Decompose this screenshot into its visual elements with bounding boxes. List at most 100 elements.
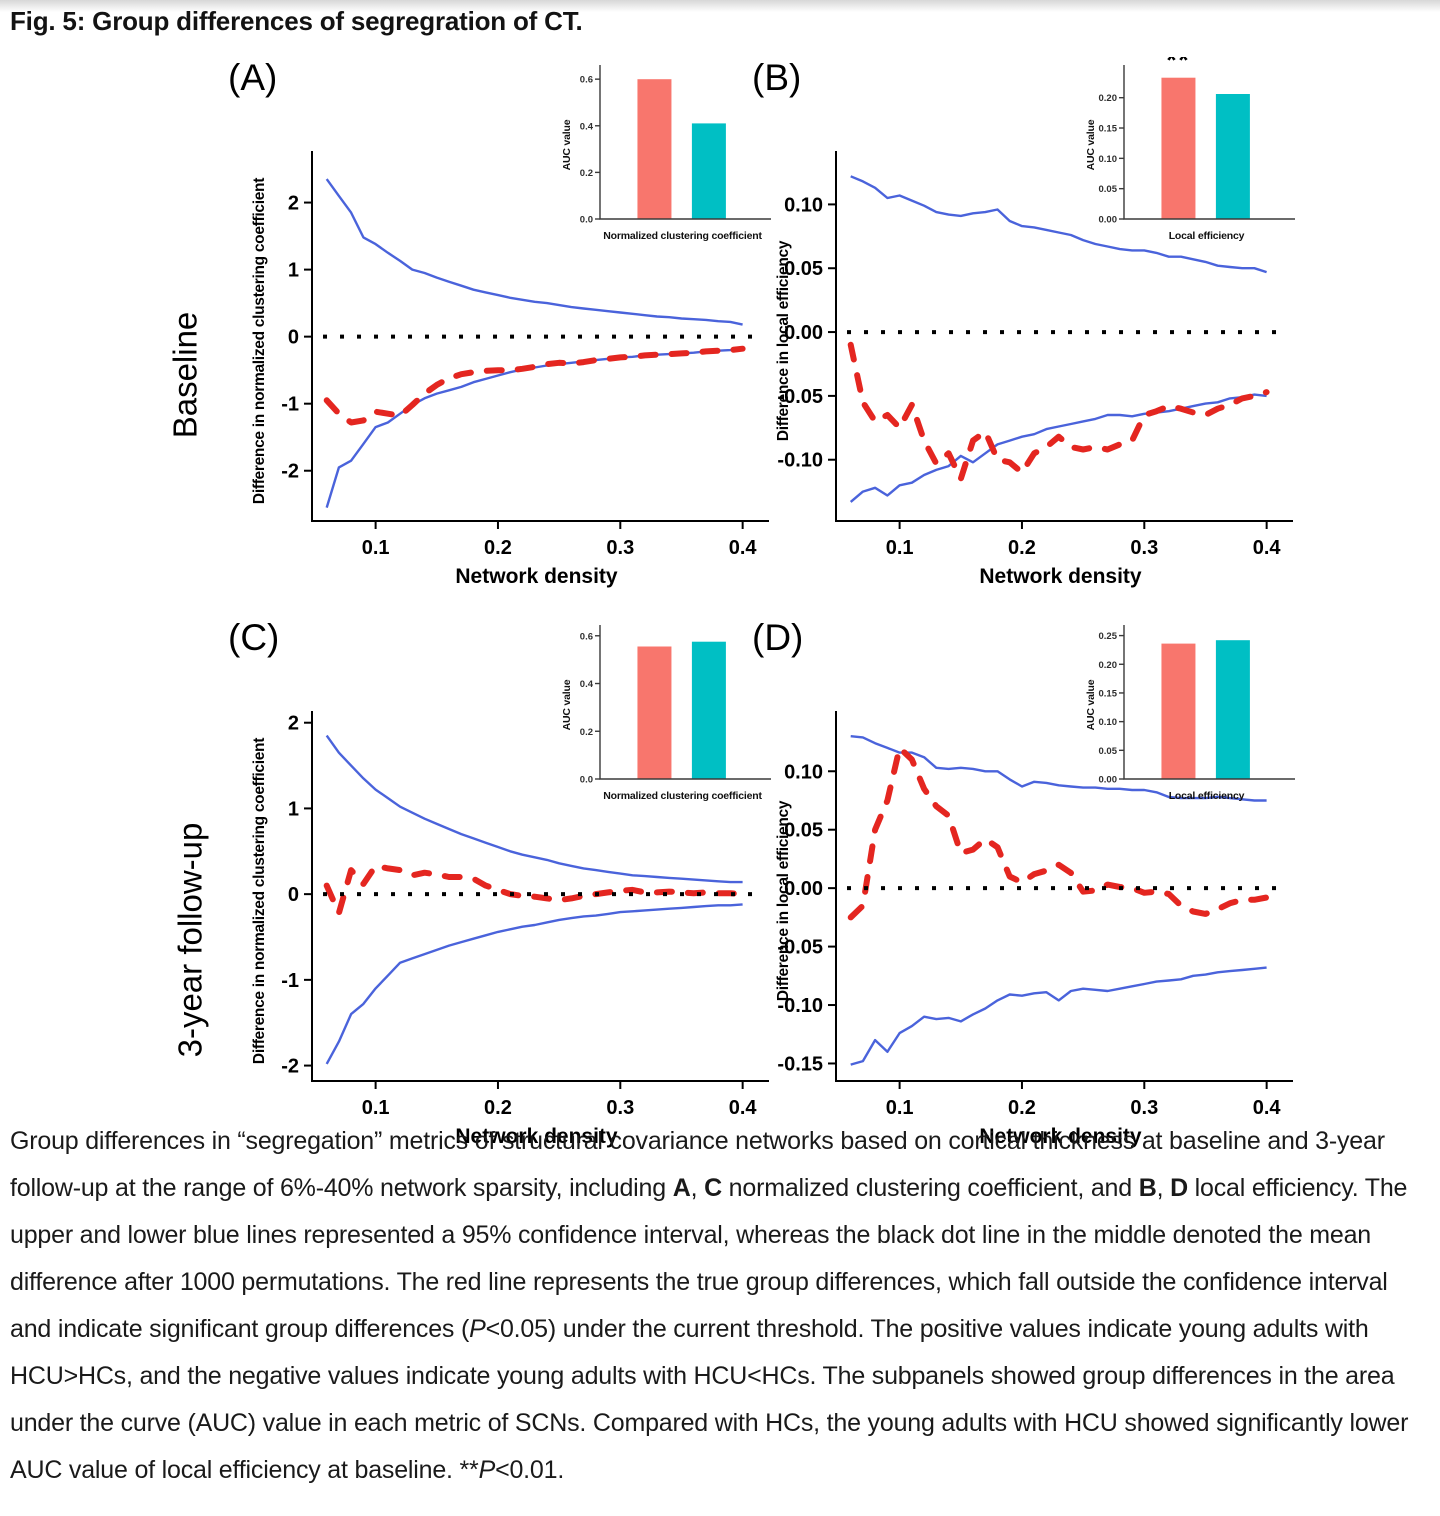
auc-bar-hc [691, 123, 726, 219]
confidence-interval-line [325, 178, 743, 326]
confidence-interval-line [850, 735, 1267, 802]
significance-stars: ** [1166, 57, 1190, 75]
true-difference-line [323, 862, 746, 916]
row-label-baseline: Baseline [166, 311, 203, 439]
row-label-followup: 3-year follow-up [171, 822, 208, 1058]
y-tick-label: -0.10 [777, 450, 823, 472]
y-tick-label: 0.05 [784, 258, 823, 280]
caption-segment: A [672, 1174, 691, 1202]
y-tick-label: -0.05 [777, 386, 823, 408]
inset-axis-spines [1123, 625, 1295, 780]
auc-bar-hcu [1161, 643, 1196, 779]
inset-x-axis-label: Normalized clustering coefficient [603, 790, 762, 802]
caption-segment: <0.05) under the current threshold. The … [10, 1315, 1409, 1484]
x-tick-label: 0.4 [1253, 537, 1282, 559]
panel-a-auc-inset: 0.0 0.2 0.4 0.6 AUC value Normalized clusteri… [561, 65, 771, 242]
inset-y-axis-label: AUC value [1085, 119, 1097, 170]
x-tick-label: 0.1 [362, 537, 390, 559]
inset-y-tick-label: 0.25 [1099, 631, 1118, 642]
caption-segment: , [1156, 1174, 1171, 1202]
x-axis-label: Network density [979, 1125, 1142, 1148]
y-tick-label: 0 [288, 327, 299, 349]
inset-y-tick-label: 0.20 [1099, 93, 1118, 104]
inset-y-axis-label: AUC value [1085, 679, 1097, 730]
confidence-interval-line [325, 903, 743, 1065]
inset-y-tick-label: 0.00 [1099, 775, 1118, 786]
y-tick-label: -0.05 [777, 937, 823, 959]
inset-y-tick-label: 0.05 [1099, 184, 1118, 195]
panel-b: (B) -0.10 -0.05 0.00 0.05 0.10 0.1 0.2 0.3 0.4 Di… [752, 57, 1297, 612]
caption-segment: Group differences in “segregation” metri… [10, 1127, 1385, 1202]
auc-bar-hcu [637, 79, 672, 219]
y-tick-label: 1 [288, 260, 299, 282]
x-tick-label: 0.3 [1130, 1097, 1158, 1119]
inset-y-tick-label: 0.20 [1099, 660, 1118, 671]
true-difference-line [847, 744, 1270, 921]
row-label-baseline-wrap: Baseline [148, 255, 222, 495]
x-tick-label: 0.3 [606, 537, 634, 559]
y-tick-label: -2 [281, 461, 299, 483]
y-axis-label: Difference in normalized clustering coef… [251, 738, 268, 1064]
panel-b-line-chart: -0.10 -0.05 0.00 0.05 0.10 0.1 0.2 0.3 0.4 Differ… [775, 151, 1293, 588]
y-tick-label: 0.10 [784, 194, 823, 216]
caption-segment: P [478, 1456, 496, 1484]
x-tick-label: 0.3 [606, 1097, 634, 1119]
axis-spines [311, 151, 769, 522]
x-tick-label: 0.4 [729, 537, 758, 559]
panel-c: (C) -2 -1 0 1 2 0.1 0.2 0.3 0.4 Difference in nor… [228, 617, 773, 1172]
inset-y-tick-label: 0.15 [1099, 124, 1118, 135]
true-difference-line [847, 341, 1270, 482]
inset-y-tick-label: 0.6 [580, 631, 593, 642]
panel-a: (A) -2 -1 0 1 2 0.1 0.2 0.3 0.4 Difference in nor… [228, 57, 773, 612]
panel-label-b: (B) [752, 57, 802, 98]
y-axis-label: Difference in local efficiency [775, 800, 792, 1001]
caption-segment: C [704, 1174, 722, 1202]
x-tick-label: 0.2 [484, 1097, 512, 1119]
y-tick-label: -2 [281, 1056, 299, 1078]
x-axis-label: Network density [455, 565, 618, 588]
inset-y-tick-label: 0.2 [580, 168, 593, 179]
y-axis-label: Difference in local efficiency [775, 240, 792, 441]
caption-segment: P [469, 1315, 486, 1343]
panel-d: (D) -0.15 -0.10 -0.05 0.00 0.05 0.10 0.1 0.2 0.3… [752, 617, 1297, 1172]
y-tick-label: -1 [281, 394, 299, 416]
confidence-interval-line [325, 734, 743, 884]
y-tick-label: 0.00 [784, 322, 823, 344]
caption-segment: , [690, 1174, 705, 1202]
y-tick-label: 0.00 [784, 878, 823, 900]
inset-y-tick-label: 0.4 [580, 679, 594, 690]
y-tick-label: -0.10 [777, 995, 823, 1017]
auc-bar-hcu [1161, 77, 1196, 219]
confidence-interval-line [325, 347, 743, 508]
inset-y-tick-label: 0.0 [580, 215, 593, 226]
x-tick-label: 0.4 [729, 1097, 758, 1119]
caption-segment: D [1170, 1174, 1188, 1202]
auc-bar-hc [691, 641, 726, 779]
x-tick-label: 0.3 [1130, 537, 1158, 559]
caption-segment: normalized clustering coefficient, and [721, 1174, 1139, 1202]
inset-axis-spines [1123, 65, 1295, 220]
inset-y-tick-label: 0.10 [1099, 154, 1118, 165]
auc-bar-hc [1215, 640, 1250, 779]
x-tick-label: 0.4 [1253, 1097, 1282, 1119]
figure-5: Baseline 3-year follow-up (A) -2 -1 0 1 2 0.1… [0, 48, 1440, 1166]
inset-axis-spines [599, 65, 771, 220]
y-tick-label: 1 [288, 798, 299, 820]
caption-segment: <0.01. [495, 1456, 565, 1484]
x-tick-label: 0.2 [1008, 1097, 1036, 1119]
inset-y-tick-label: 0.6 [580, 75, 593, 86]
figure-title: Fig. 5: Group differences of segregratio… [10, 6, 583, 36]
confidence-interval-line [850, 966, 1267, 1066]
y-axis-label: Difference in normalized clustering coef… [251, 178, 268, 504]
inset-x-axis-label: Normalized clustering coefficient [603, 230, 762, 242]
y-tick-label: -1 [281, 970, 299, 992]
y-tick-label: -0.15 [777, 1053, 823, 1075]
inset-x-axis-label: Local efficiency [1169, 230, 1245, 242]
panel-b-auc-inset: 0.00 0.05 0.10 0.15 0.20 AUC value Local effic… [1085, 57, 1295, 242]
auc-bar-hcu [637, 646, 672, 779]
inset-y-tick-label: 0.15 [1099, 688, 1118, 699]
inset-y-axis-label: AUC value [561, 119, 573, 170]
x-tick-label: 0.1 [886, 537, 914, 559]
x-tick-label: 0.1 [362, 1097, 390, 1119]
inset-axis-spines [599, 625, 771, 780]
